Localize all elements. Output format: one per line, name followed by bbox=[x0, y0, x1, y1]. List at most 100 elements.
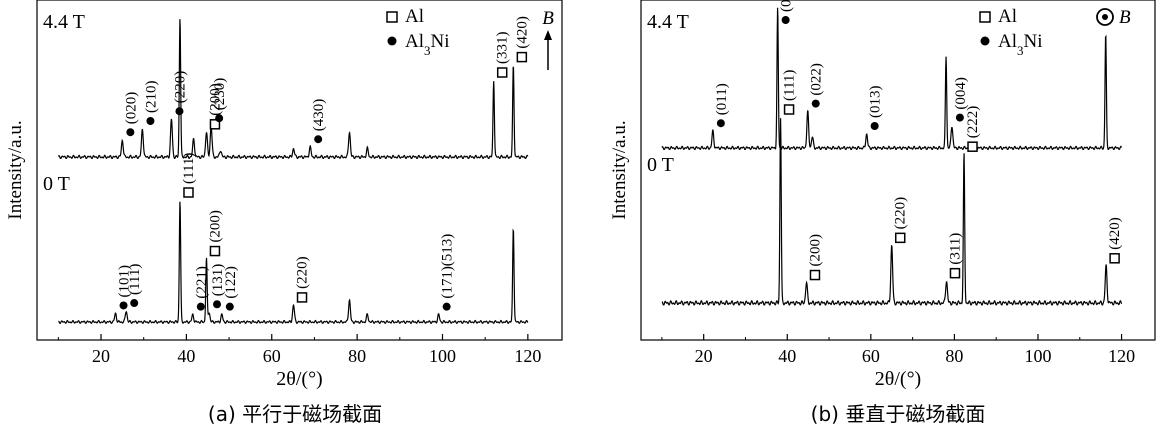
hkl-label: (220) bbox=[172, 71, 188, 104]
hkl-label: (122) bbox=[223, 266, 239, 299]
y-axis-title: Intensity/a.u. bbox=[5, 120, 26, 219]
hkl-label: (221) bbox=[194, 266, 210, 299]
al3ni-peak-marker bbox=[213, 300, 222, 309]
al-peak-marker bbox=[783, 104, 795, 115]
x-tick-label: 100 bbox=[429, 346, 456, 366]
x-tick-label: 20 bbox=[695, 346, 713, 366]
field-out-of-plane-icon bbox=[1096, 8, 1114, 26]
x-axis-title: 2θ/(°) bbox=[276, 368, 322, 390]
hkl-label: (011) bbox=[714, 83, 730, 115]
x-tick-label: 80 bbox=[945, 346, 963, 366]
al3ni-peak-marker bbox=[175, 107, 184, 116]
al-peak-marker bbox=[209, 245, 221, 257]
al3ni-peak-marker bbox=[119, 301, 128, 310]
hkl-label: (020) bbox=[123, 92, 139, 125]
hkl-label: (220) bbox=[295, 256, 311, 289]
y-axis-title: Intensity/a.u. bbox=[609, 120, 630, 219]
hkl-label: (420) bbox=[1107, 217, 1123, 250]
legend-al3ni-dot bbox=[387, 36, 397, 46]
x-tick-label: 60 bbox=[862, 346, 880, 366]
x-tick-label: 120 bbox=[1108, 346, 1135, 366]
legend-al3ni-dot bbox=[980, 36, 990, 46]
panel-caption: (a) 平行于磁场截面 bbox=[208, 402, 382, 426]
al-peak-marker bbox=[809, 269, 821, 281]
hkl-label: (002) bbox=[779, 0, 795, 12]
field-dot bbox=[1102, 14, 1108, 20]
xrd-curve bbox=[57, 19, 529, 160]
field-arrow-head bbox=[544, 30, 552, 40]
al3ni-peak-marker bbox=[130, 299, 139, 308]
legend-al-square bbox=[386, 11, 398, 23]
al3ni-peak-marker bbox=[126, 128, 135, 137]
hkl-label: (420) bbox=[514, 16, 530, 49]
panel-b: 20 40 60 80 100 120 2θ/(°) Intensity/a.u. (b) 垂直… bbox=[609, 0, 1156, 426]
hkl-label: (230) bbox=[212, 78, 228, 111]
hkl-label: (111) bbox=[127, 264, 143, 295]
al3ni-peak-marker bbox=[955, 113, 964, 122]
hkl-label: (111) bbox=[782, 70, 798, 101]
condition-label: 4.4 T bbox=[647, 11, 689, 33]
al-peak-marker bbox=[967, 141, 978, 152]
hkl-label: (101) bbox=[117, 265, 133, 298]
hkl-label: (013) bbox=[868, 86, 884, 119]
al-peak-marker bbox=[894, 232, 906, 244]
xrd-curve bbox=[661, 7, 1123, 151]
legend-label-al: Al bbox=[405, 6, 424, 27]
al-peak-marker bbox=[183, 187, 194, 198]
hkl-label: (210) bbox=[143, 81, 159, 114]
hkl-label: (131) bbox=[210, 264, 226, 297]
al3ni-peak-marker bbox=[314, 135, 323, 144]
condition-label: 0 T bbox=[647, 154, 674, 176]
x-tick-label: 80 bbox=[348, 346, 366, 366]
al3ni-peak-marker bbox=[716, 119, 725, 128]
legend-label-al3ni: Al3Ni bbox=[405, 31, 450, 58]
condition-label: 0 T bbox=[43, 173, 70, 195]
al3ni-peak-marker bbox=[442, 302, 451, 311]
x-tick-label: 100 bbox=[1024, 346, 1051, 366]
al-peak-marker bbox=[1109, 253, 1120, 264]
hkl-label: (311) bbox=[947, 233, 963, 265]
al3ni-peak-marker bbox=[870, 122, 879, 130]
hkl-label: (022) bbox=[809, 63, 825, 96]
field-symbol: B bbox=[542, 8, 554, 29]
panel-caption: (b) 垂直于磁场截面 bbox=[811, 402, 986, 426]
hkl-label: (200) bbox=[207, 83, 223, 116]
al3ni-peak-marker bbox=[781, 16, 790, 24]
al-peak-marker bbox=[209, 119, 221, 130]
hkl-label: (171)(513) bbox=[440, 234, 456, 299]
x-tick-label: 60 bbox=[263, 346, 281, 366]
x-tick-label: 40 bbox=[177, 346, 195, 366]
legend-al-square bbox=[979, 11, 991, 23]
hkl-label: (220) bbox=[893, 197, 909, 230]
plot-frame bbox=[36, 0, 563, 341]
x-tick-label: 40 bbox=[778, 346, 796, 366]
x-tick-label: 20 bbox=[92, 346, 110, 366]
hkl-label: (200) bbox=[207, 210, 223, 243]
hkl-label: (430) bbox=[311, 99, 327, 132]
legend-label-al3ni: Al3Ni bbox=[998, 31, 1043, 58]
hkl-label: (111) bbox=[181, 153, 197, 184]
al3ni-peak-marker bbox=[225, 302, 234, 311]
al3ni-peak-marker bbox=[146, 117, 155, 125]
al-peak-marker bbox=[949, 267, 961, 279]
legend-label-al: Al bbox=[998, 6, 1017, 27]
x-axis-title: 2θ/(°) bbox=[875, 368, 921, 390]
al-peak-marker bbox=[296, 292, 308, 303]
hkl-label: (222) bbox=[965, 106, 981, 139]
al-peak-marker bbox=[496, 67, 508, 78]
x-tick-label: 120 bbox=[514, 346, 541, 366]
al-peak-marker bbox=[516, 51, 528, 63]
plot-frame bbox=[640, 0, 1156, 341]
al3ni-peak-marker bbox=[811, 99, 820, 108]
xrd-curve bbox=[58, 201, 529, 324]
hkl-label: (004) bbox=[953, 77, 969, 110]
al3ni-peak-marker bbox=[215, 114, 224, 123]
condition-label: 4.4 T bbox=[43, 11, 85, 33]
hkl-label: (200) bbox=[807, 234, 823, 267]
xrd-curve bbox=[661, 118, 1123, 306]
hkl-label: (331) bbox=[495, 32, 511, 65]
panel-a: 20 40 60 80 100 120 2θ/(°) Intensity/a.u. (a) 平行… bbox=[5, 0, 563, 426]
field-symbol: B bbox=[1119, 7, 1131, 28]
al3ni-peak-marker bbox=[196, 302, 205, 311]
